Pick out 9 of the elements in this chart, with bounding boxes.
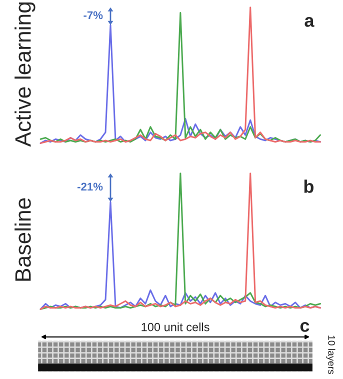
chart-title: b	[304, 180, 314, 193]
annotation: -7%	[84, 11, 103, 20]
text: 10 layers	[326, 336, 336, 374]
text: 100 unit cells	[142, 322, 210, 332]
y-axis-title: Baseline	[14, 198, 31, 281]
y-axis-title: Active learning	[14, 2, 36, 147]
text: c	[300, 322, 310, 332]
annotation: -21%	[78, 182, 103, 191]
chart-title: a	[304, 17, 314, 27]
